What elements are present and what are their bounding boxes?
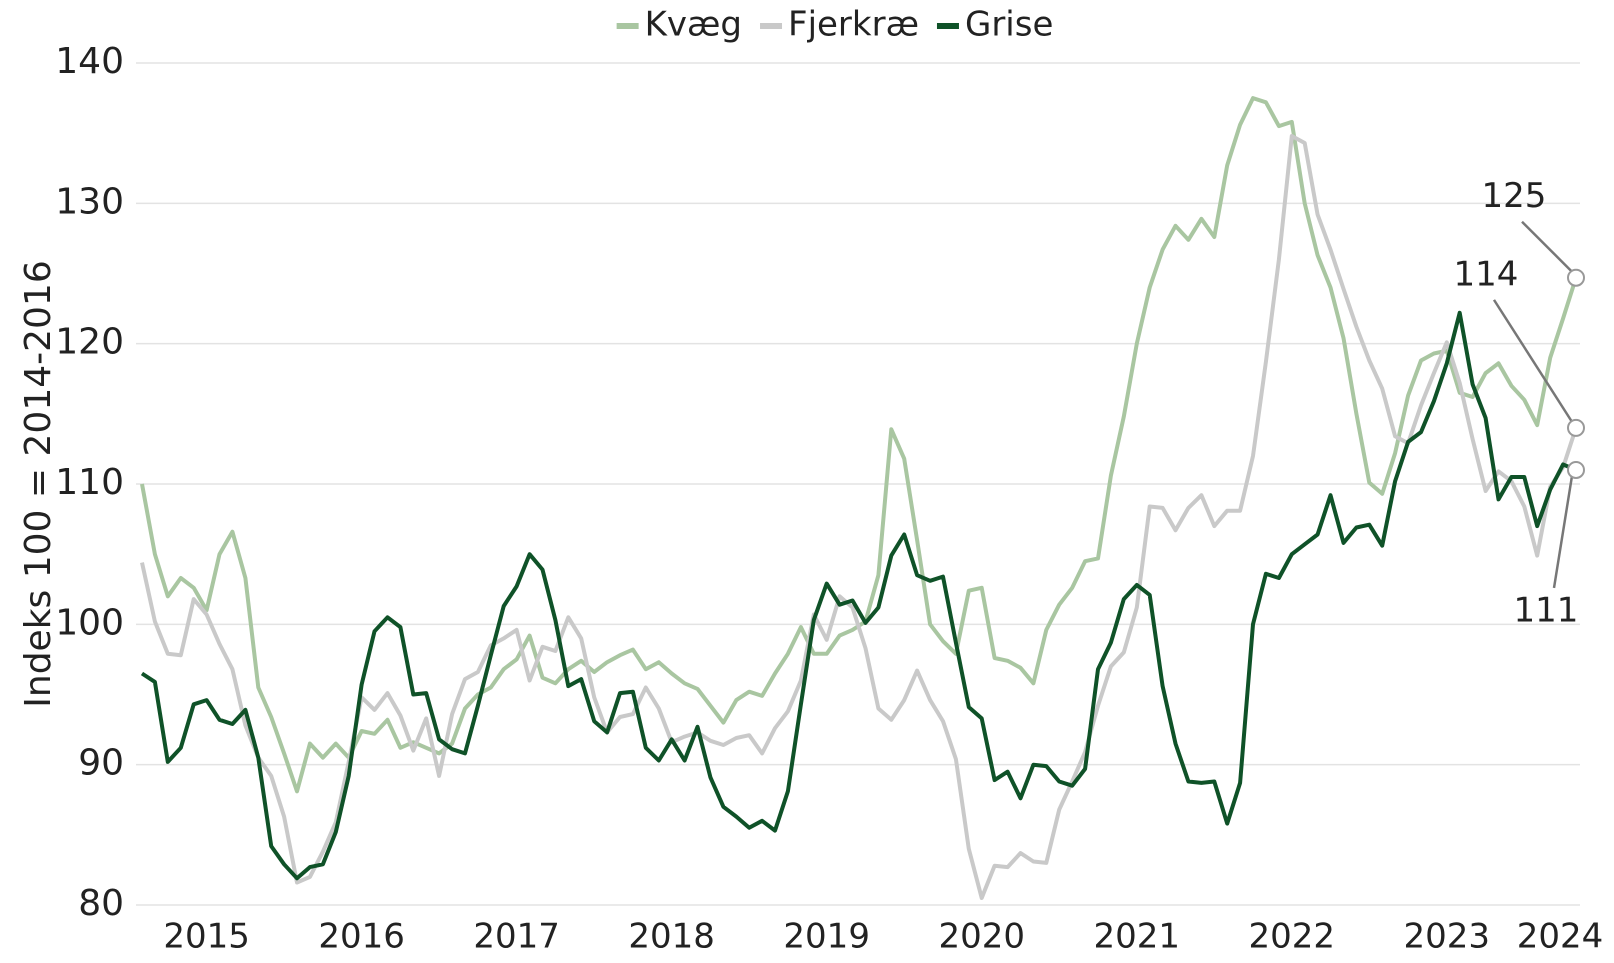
leader-line	[1552, 475, 1574, 589]
value-label: 114	[1454, 254, 1519, 294]
legend-label: Fjerkræ	[788, 5, 919, 45]
series-line	[140, 310, 1577, 881]
x-tick-label: 2022	[1249, 917, 1336, 957]
end-marker	[1567, 418, 1585, 437]
x-tick-label: 2015	[163, 917, 250, 957]
legend: Kvæg Fjerkræ Grise	[616, 5, 1053, 45]
x-tick-label: 2018	[628, 917, 715, 957]
x-tick-label: 2016	[318, 917, 405, 957]
leader-line	[1521, 220, 1573, 273]
x-tick-label: 2023	[1404, 917, 1491, 957]
series-line	[140, 134, 1578, 900]
y-tick-label: 110	[55, 462, 124, 503]
legend-label: Grise	[965, 5, 1053, 45]
x-tick-label: 2017	[473, 917, 560, 957]
y-tick-label: 80	[78, 883, 124, 924]
x-tick-label: 2024	[1517, 917, 1604, 957]
value-label: 111	[1514, 590, 1579, 630]
x-tick-label: 2021	[1093, 917, 1180, 957]
grid: 80 90 100 110 120 130 140 2015 2016 2017 2018 2019 2…	[55, 41, 1603, 957]
legend-label: Kvæg	[645, 5, 742, 45]
leader-line	[1492, 299, 1574, 423]
y-axis-title: Indeks 100 = 2014-2016	[18, 260, 59, 707]
annotations: 125 114 111	[1454, 176, 1585, 630]
lines	[140, 96, 1578, 900]
series-line	[140, 96, 1578, 794]
end-marker	[1567, 268, 1585, 287]
y-tick-label: 90	[78, 743, 124, 784]
y-tick-label: 130	[55, 181, 124, 222]
value-label: 125	[1482, 176, 1547, 216]
y-tick-label: 140	[55, 41, 124, 82]
y-tick-label: 100	[55, 602, 124, 643]
x-tick-label: 2019	[783, 917, 870, 957]
end-marker	[1567, 460, 1585, 479]
x-tick-label: 2020	[938, 917, 1025, 957]
y-tick-label: 120	[55, 322, 124, 363]
